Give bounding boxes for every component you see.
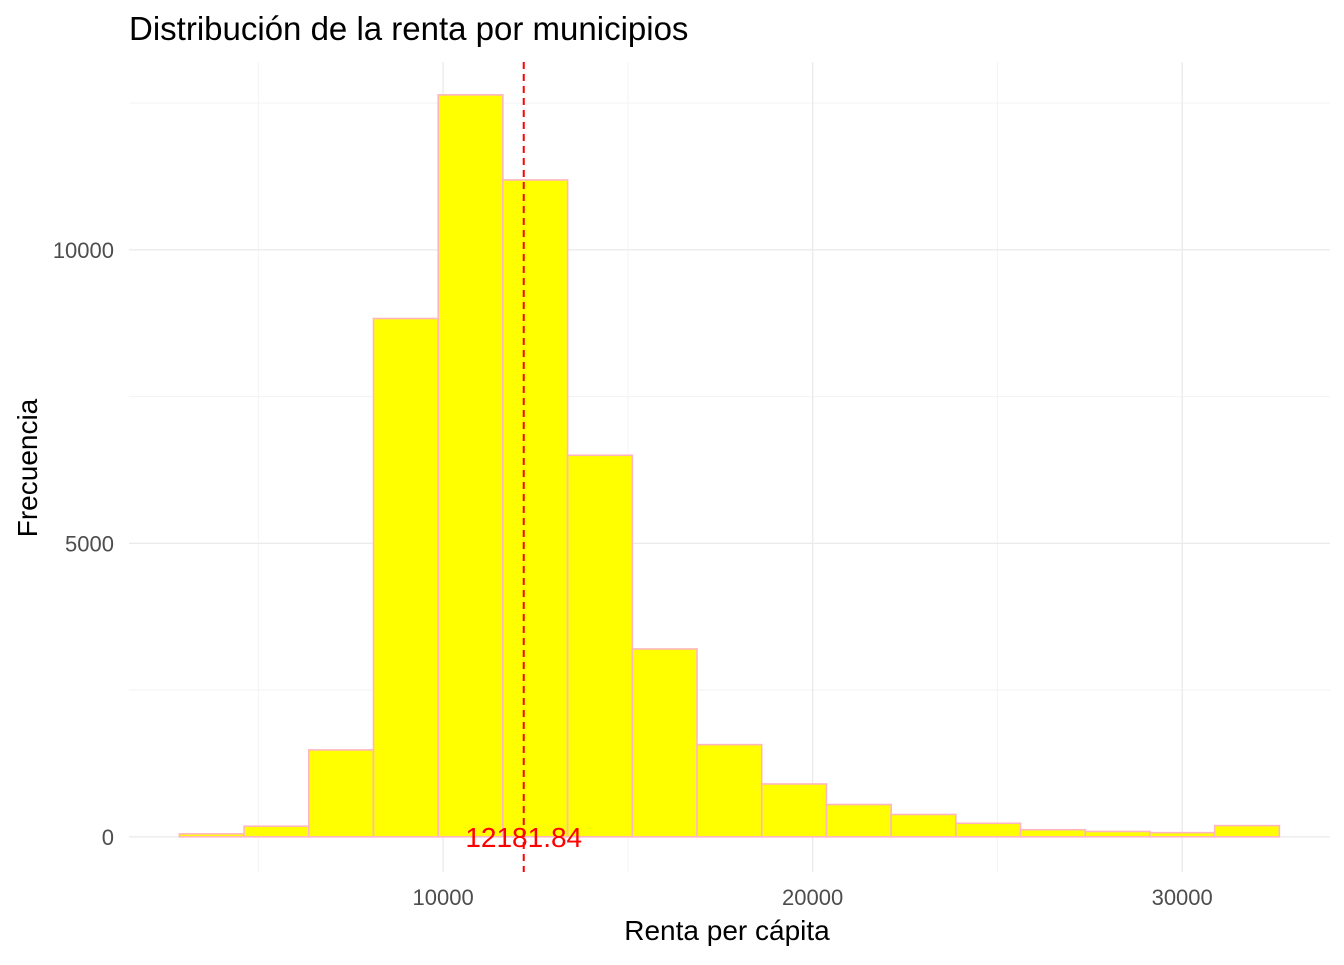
histogram-bar [760, 783, 828, 838]
y-tick-label: 0 [102, 825, 114, 850]
histogram-bar [1149, 831, 1216, 838]
histogram-bar [825, 803, 892, 838]
histogram-bar [502, 179, 569, 838]
x-tick-label: 10000 [413, 885, 474, 910]
histogram-bar [566, 454, 634, 838]
histogram-bar [372, 317, 439, 838]
histogram-bar [1019, 828, 1087, 838]
histogram-bar [307, 749, 375, 838]
chart-title: Distribución de la renta por municipios [129, 10, 688, 47]
histogram-bar [955, 822, 1022, 838]
histogram-bar [1084, 830, 1151, 838]
histogram-bar [890, 813, 957, 838]
bars-layer [178, 94, 1281, 838]
histogram-bar [696, 743, 763, 838]
histogram-bar [437, 94, 504, 838]
histogram-bar [631, 648, 698, 838]
histogram-bar [1213, 824, 1281, 838]
histogram-bar [178, 833, 245, 838]
mean-reference-layer: 12181.84 [465, 62, 582, 872]
y-tick-label: 5000 [65, 531, 114, 556]
mean-label: 12181.84 [465, 822, 582, 853]
ticks-layer: 10000 20000 30000 0 5000 10000 [53, 238, 1213, 910]
y-axis-label: Frecuencia [12, 398, 43, 537]
x-tick-label: 20000 [782, 885, 843, 910]
histogram-bar [243, 825, 310, 838]
y-tick-label: 10000 [53, 238, 114, 263]
x-axis-label: Renta per cápita [624, 915, 830, 946]
x-tick-label: 30000 [1152, 885, 1213, 910]
